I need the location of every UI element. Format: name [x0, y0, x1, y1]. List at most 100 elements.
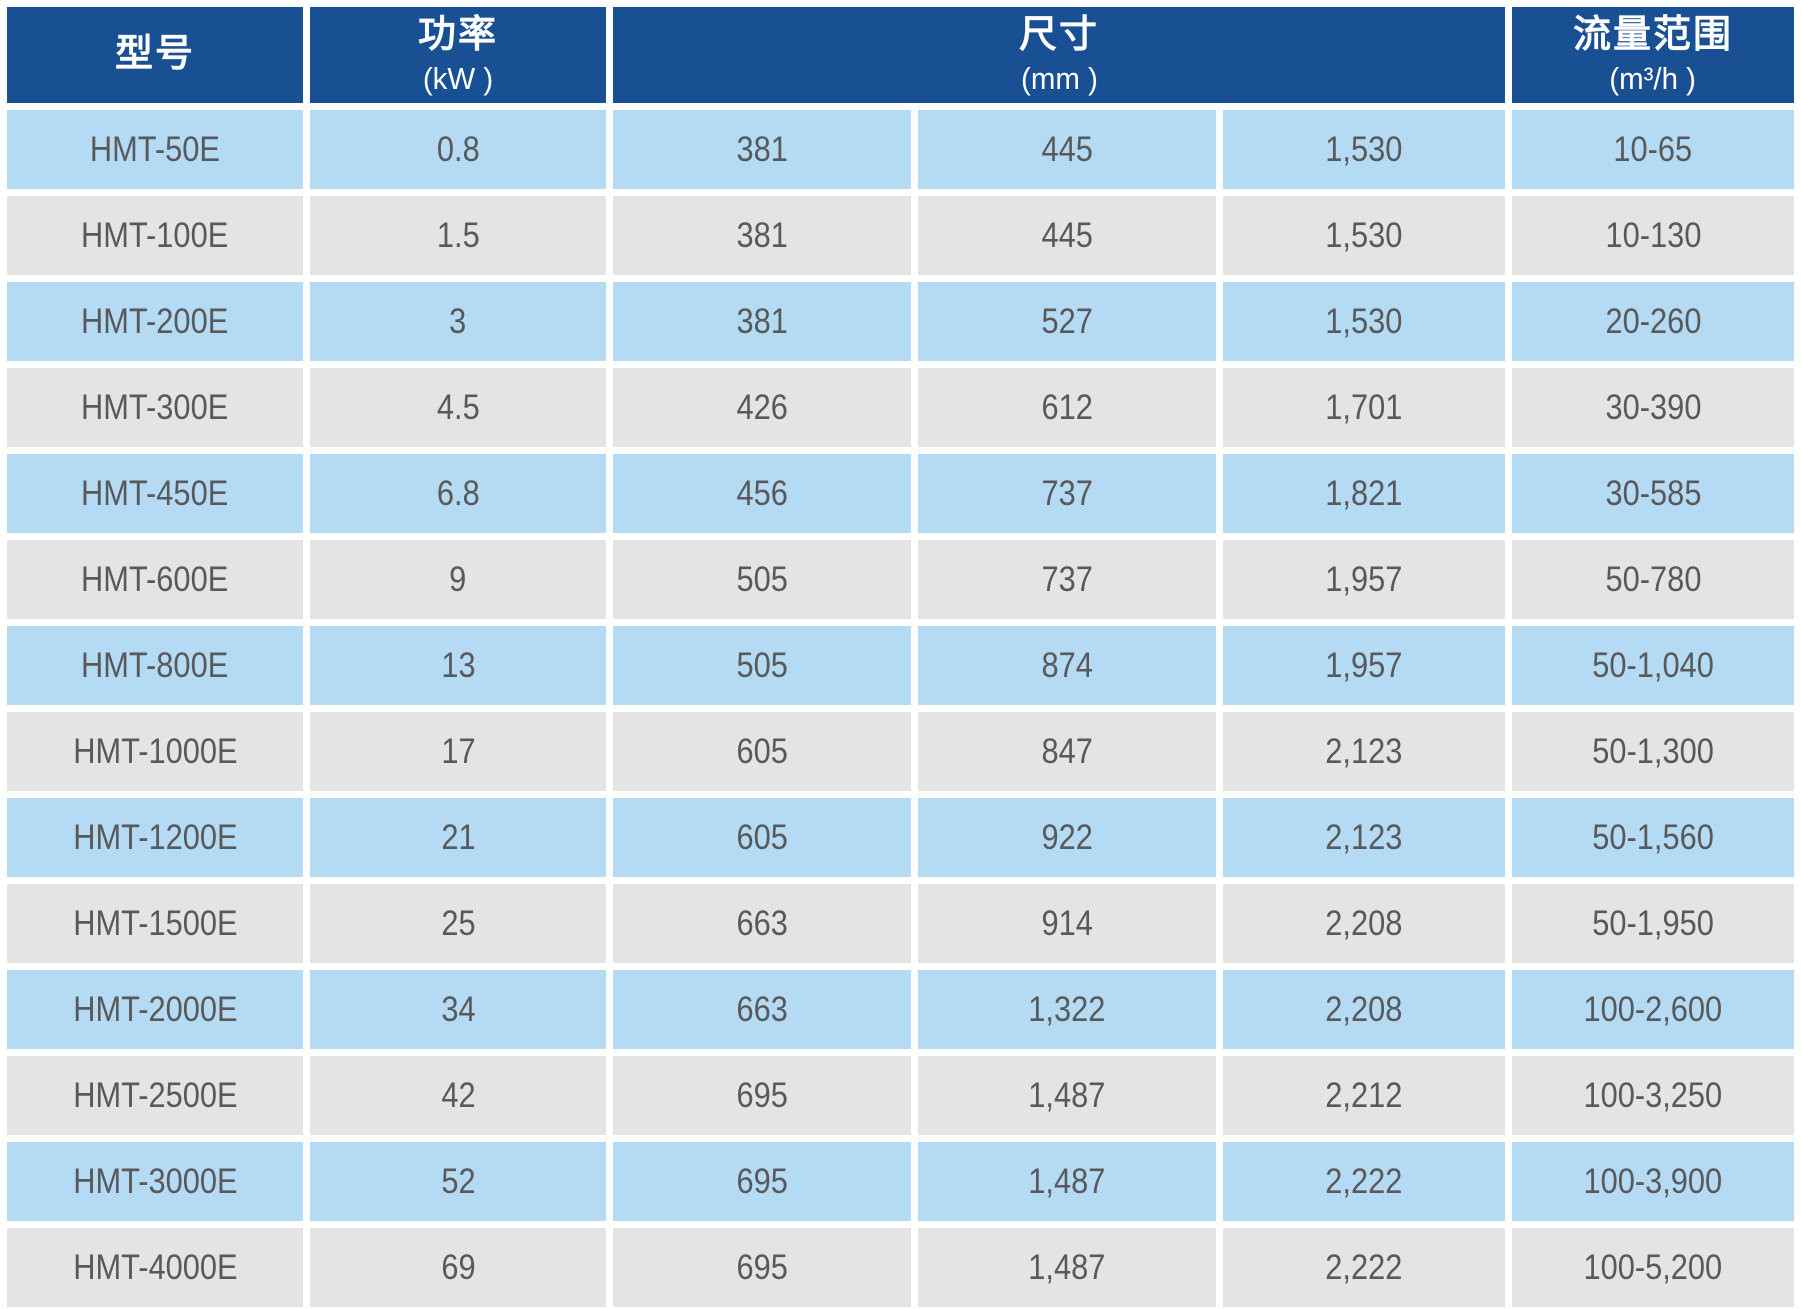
cell-model: HMT-3000E: [7, 1142, 303, 1221]
cell-dimension-height: 2,208: [1223, 884, 1506, 963]
cell-model: HMT-200E: [7, 282, 303, 361]
table-row: HMT-600E 9 505 737 1,957 50-780: [7, 540, 1795, 619]
cell-flow-range: 10-65: [1512, 110, 1795, 189]
cell-dimension-width: 381: [613, 110, 911, 189]
cell-flow-range: 100-2,600: [1512, 970, 1795, 1049]
cell-flow-range: 50-1,300: [1512, 712, 1795, 791]
col-header-flow: 流量范围 (m³/h ): [1512, 7, 1795, 103]
table-row: HMT-1500E 25 663 914 2,208 50-1,950: [7, 884, 1795, 963]
cell-flow-range: 50-1,040: [1512, 626, 1795, 705]
table-row: HMT-1200E 21 605 922 2,123 50-1,560: [7, 798, 1795, 877]
cell-power: 13: [310, 626, 606, 705]
cell-flow-range: 50-1,950: [1512, 884, 1795, 963]
cell-dimension-width: 605: [613, 798, 911, 877]
cell-power: 34: [310, 970, 606, 1049]
power-header-unit: (kW ): [422, 60, 494, 96]
cell-model: HMT-1200E: [7, 798, 303, 877]
table-row: HMT-200E 3 381 527 1,530 20-260: [7, 282, 1795, 361]
cell-dimension-depth: 1,487: [918, 1056, 1216, 1135]
cell-power: 17: [310, 712, 606, 791]
cell-flow-range: 100-3,250: [1512, 1056, 1795, 1135]
cell-dimension-height: 2,123: [1223, 798, 1506, 877]
cell-dimension-width: 663: [613, 970, 911, 1049]
cell-dimension-depth: 914: [918, 884, 1216, 963]
cell-flow-range: 100-3,900: [1512, 1142, 1795, 1221]
cell-dimension-height: 1,957: [1223, 540, 1506, 619]
cell-model: HMT-100E: [7, 196, 303, 275]
cell-dimension-depth: 445: [918, 110, 1216, 189]
cell-dimension-width: 663: [613, 884, 911, 963]
col-header-dimensions: 尺寸 (mm ): [613, 7, 1506, 103]
cell-dimension-depth: 1,487: [918, 1228, 1216, 1307]
cell-power: 1.5: [310, 196, 606, 275]
cell-dimension-height: 2,222: [1223, 1228, 1506, 1307]
cell-dimension-depth: 874: [918, 626, 1216, 705]
flow-header-unit: (m³/h ): [1609, 60, 1697, 96]
cell-dimension-depth: 922: [918, 798, 1216, 877]
header-row: 型号 功率 (kW ) 尺寸 (mm ) 流量范围 (m³/h ): [7, 7, 1795, 103]
cell-dimension-width: 381: [613, 282, 911, 361]
cell-model: HMT-2500E: [7, 1056, 303, 1135]
cell-power: 6.8: [310, 454, 606, 533]
cell-dimension-depth: 1,487: [918, 1142, 1216, 1221]
cell-dimension-height: 2,123: [1223, 712, 1506, 791]
cell-dimension-width: 695: [613, 1142, 911, 1221]
cell-dimension-depth: 1,322: [918, 970, 1216, 1049]
cell-dimension-height: 1,821: [1223, 454, 1506, 533]
cell-flow-range: 10-130: [1512, 196, 1795, 275]
cell-power: 4.5: [310, 368, 606, 447]
cell-model: HMT-2000E: [7, 970, 303, 1049]
table-row: HMT-450E 6.8 456 737 1,821 30-585: [7, 454, 1795, 533]
table-row: HMT-100E 1.5 381 445 1,530 10-130: [7, 196, 1795, 275]
cell-dimension-height: 2,222: [1223, 1142, 1506, 1221]
cell-dimension-width: 695: [613, 1228, 911, 1307]
cell-dimension-height: 1,530: [1223, 110, 1506, 189]
table-row: HMT-50E 0.8 381 445 1,530 10-65: [7, 110, 1795, 189]
dimensions-header-label: 尺寸: [1019, 13, 1100, 56]
cell-model: HMT-50E: [7, 110, 303, 189]
cell-flow-range: 30-585: [1512, 454, 1795, 533]
table-row: HMT-300E 4.5 426 612 1,701 30-390: [7, 368, 1795, 447]
cell-dimension-height: 1,530: [1223, 282, 1506, 361]
cell-model: HMT-4000E: [7, 1228, 303, 1307]
cell-model: HMT-300E: [7, 368, 303, 447]
cell-dimension-width: 426: [613, 368, 911, 447]
power-header-label: 功率: [417, 13, 498, 56]
cell-dimension-width: 505: [613, 626, 911, 705]
cell-power: 69: [310, 1228, 606, 1307]
cell-model: HMT-800E: [7, 626, 303, 705]
model-header-label: 型号: [114, 33, 195, 76]
table-row: HMT-800E 13 505 874 1,957 50-1,040: [7, 626, 1795, 705]
table-body: HMT-50E 0.8 381 445 1,530 10-65 HMT-100E…: [7, 110, 1795, 1307]
cell-power: 21: [310, 798, 606, 877]
table-header: 型号 功率 (kW ) 尺寸 (mm ) 流量范围 (m³/h ): [7, 7, 1795, 103]
col-header-power: 功率 (kW ): [310, 7, 606, 103]
table-row: HMT-2500E 42 695 1,487 2,212 100-3,250: [7, 1056, 1795, 1135]
table-row: HMT-1000E 17 605 847 2,123 50-1,300: [7, 712, 1795, 791]
cell-power: 25: [310, 884, 606, 963]
cell-flow-range: 30-390: [1512, 368, 1795, 447]
table-row: HMT-4000E 69 695 1,487 2,222 100-5,200: [7, 1228, 1795, 1307]
flow-header-label: 流量范围: [1573, 13, 1734, 56]
cell-dimension-depth: 612: [918, 368, 1216, 447]
cell-flow-range: 20-260: [1512, 282, 1795, 361]
cell-dimension-width: 381: [613, 196, 911, 275]
cell-dimension-width: 505: [613, 540, 911, 619]
cell-flow-range: 50-780: [1512, 540, 1795, 619]
cell-model: HMT-1500E: [7, 884, 303, 963]
col-header-model: 型号: [7, 7, 303, 103]
cell-dimension-depth: 737: [918, 540, 1216, 619]
cell-dimension-height: 2,212: [1223, 1056, 1506, 1135]
cell-power: 52: [310, 1142, 606, 1221]
cell-dimension-depth: 527: [918, 282, 1216, 361]
cell-model: HMT-1000E: [7, 712, 303, 791]
cell-dimension-height: 1,530: [1223, 196, 1506, 275]
cell-dimension-depth: 737: [918, 454, 1216, 533]
cell-flow-range: 100-5,200: [1512, 1228, 1795, 1307]
cell-dimension-height: 2,208: [1223, 970, 1506, 1049]
table-row: HMT-2000E 34 663 1,322 2,208 100-2,600: [7, 970, 1795, 1049]
cell-dimension-height: 1,701: [1223, 368, 1506, 447]
table-row: HMT-3000E 52 695 1,487 2,222 100-3,900: [7, 1142, 1795, 1221]
cell-dimension-width: 456: [613, 454, 911, 533]
